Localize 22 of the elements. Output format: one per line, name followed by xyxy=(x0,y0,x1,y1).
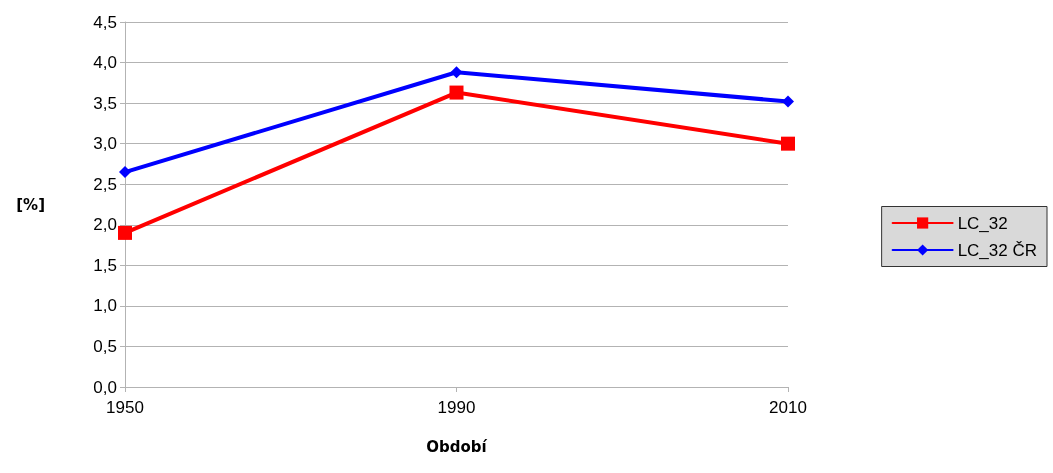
y-tick-label: 1,5 xyxy=(93,255,117,275)
y-axis-title: [%] xyxy=(16,195,45,214)
point xyxy=(782,95,794,108)
legend-label: LC_32 ČR xyxy=(957,240,1037,260)
x-tick-label: 1950 xyxy=(106,398,144,417)
y-tick-label: 4,0 xyxy=(93,53,117,73)
y-tick-label: 2,5 xyxy=(93,174,117,194)
point xyxy=(449,85,464,100)
point xyxy=(118,225,132,240)
y-tick-label: 1,0 xyxy=(93,296,117,316)
legend-label: LC_32 xyxy=(957,213,1008,233)
y-tick-label: 2,0 xyxy=(93,215,117,235)
y-tick-label: 3,5 xyxy=(93,93,117,113)
point xyxy=(781,136,795,151)
x-tick-label: 1990 xyxy=(437,398,476,417)
y-tick-label: 0,5 xyxy=(93,336,117,356)
x-axis-title: Období xyxy=(426,437,488,456)
point xyxy=(119,166,131,179)
y-tick-label: 4,5 xyxy=(93,12,117,32)
x-tick-label: 2010 xyxy=(769,398,807,417)
y-tick-label: 3,0 xyxy=(93,134,117,154)
y-tick-label: 0,0 xyxy=(93,377,117,397)
